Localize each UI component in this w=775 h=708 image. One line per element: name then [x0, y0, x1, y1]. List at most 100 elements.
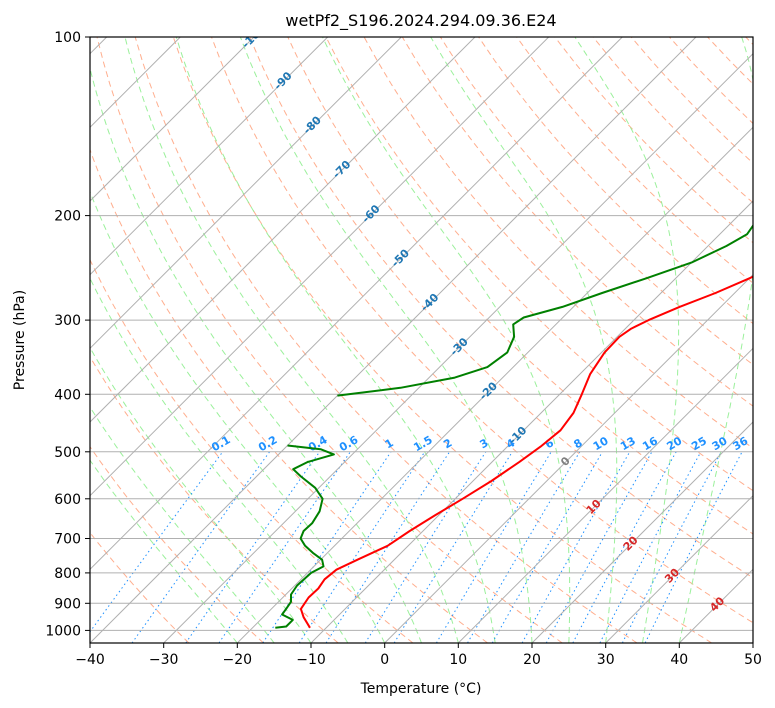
x-tick-label: −10	[296, 652, 326, 668]
mixing-ratio-line	[298, 451, 426, 643]
mixing-ratio-label: 8	[571, 436, 584, 451]
moist-adiabat-line	[90, 66, 422, 643]
mixing-ratio-label: 30	[710, 434, 730, 453]
mixing-ratio-line	[325, 451, 451, 643]
mixing-ratio-label: 16	[640, 434, 660, 453]
profile-series	[275, 223, 753, 629]
moist-adiabat-line	[90, 346, 312, 643]
isotherm-line	[163, 52, 753, 643]
mixing-ratio-line	[572, 451, 677, 643]
dry-adiabat-line	[325, 37, 753, 492]
mixing-ratio-label: 0.6	[337, 433, 361, 454]
mixing-ratio-label: 1	[383, 436, 396, 451]
chart-title: wetPf2_S196.2024.294.09.36.E24	[285, 11, 556, 31]
isobar-grid	[90, 37, 753, 631]
isotherm-grid	[90, 37, 753, 643]
dry-adiabat-line	[554, 37, 753, 244]
x-axis: −40 −30 −20 −10 0 10 20 30 40 50	[75, 643, 762, 668]
dry-adiabats	[90, 37, 753, 643]
dry-adiabat-line	[287, 37, 753, 535]
mixing-ratio-label: 0.1	[209, 433, 232, 454]
mixing-ratio-line	[435, 451, 552, 643]
y-tick-label: 600	[54, 492, 81, 508]
y-tick-label: 300	[54, 313, 81, 329]
isotherm-line	[90, 37, 329, 276]
dry-adiabat-line	[249, 37, 753, 579]
dry-adiabat-line	[516, 37, 753, 284]
dry-adiabat-line	[439, 37, 753, 366]
mixing-ratio-line	[599, 451, 702, 643]
temperature-line	[299, 275, 753, 629]
isotherm-line	[90, 37, 476, 423]
moist-adiabat-line	[574, 37, 680, 643]
dry-adiabat-line	[478, 37, 753, 325]
x-tick-label: 0	[380, 652, 389, 668]
mixing-ratio-label: 10	[591, 434, 611, 453]
y-tick-label: 400	[54, 387, 81, 403]
mixing-ratio-line	[393, 451, 513, 643]
plot-frame	[89, 36, 754, 644]
y-tick-label: 700	[54, 532, 81, 548]
y-tick-label: 200	[54, 209, 81, 225]
moist-adiabat-line	[90, 190, 386, 643]
dry-adiabat-line	[90, 531, 190, 643]
plot-area: 0.1 0.2 0.4 0.6 1 1.5 2 3 4 6 8 10 13 16 20 25 30 36-100-…	[90, 37, 753, 643]
x-axis-label: Temperature (°C)	[360, 681, 482, 697]
isotherm-line	[90, 37, 402, 350]
dry-adiabat-line	[669, 37, 753, 125]
moist-adiabat-line	[90, 277, 349, 643]
moist-adiabats	[90, 37, 753, 643]
dry-adiabat-line	[707, 37, 753, 85]
x-tick-label: 10	[449, 652, 467, 668]
dry-adiabat-line	[90, 355, 339, 643]
y-tick-label: 1000	[45, 623, 81, 639]
y-tick-label: 800	[54, 566, 81, 582]
mixing-ratio-label: 25	[689, 434, 709, 453]
moist-adiabat-line	[90, 459, 238, 643]
mixing-ratio-lines	[90, 451, 743, 643]
isotherm-line	[90, 37, 623, 571]
x-tick-label: 20	[523, 652, 541, 668]
y-axis: 1000 900 800 700 600 500 400 300 200 100	[45, 30, 90, 639]
x-tick-label: −40	[75, 652, 105, 668]
x-tick-label: 50	[744, 652, 762, 668]
mixing-ratio-line	[364, 451, 487, 643]
line-labels: 0.1 0.2 0.4 0.6 1 1.5 2 3 4 6 8 10 13 16 20 25 30 36-100-…	[209, 37, 750, 614]
isotherm-line	[531, 421, 753, 643]
mixing-ratio-line	[90, 451, 224, 633]
mixing-ratio-line	[131, 451, 271, 643]
y-tick-label: 100	[54, 30, 81, 46]
isotherm-line	[605, 494, 753, 643]
mixing-ratio-line	[521, 451, 631, 643]
moist-adiabat-line	[430, 37, 618, 643]
isotherm-line	[90, 37, 255, 202]
y-tick-label: 900	[54, 596, 81, 612]
moist-adiabat-line	[239, 37, 533, 643]
mixing-ratio-label: 0.2	[256, 433, 279, 454]
moist-adiabat-line	[124, 37, 459, 643]
isotherm-line	[752, 642, 753, 643]
dry-adiabat-line	[90, 258, 414, 643]
isotherm-label: 30	[662, 565, 682, 585]
moist-adiabat-line	[90, 406, 275, 643]
isotherm-line	[310, 200, 753, 643]
y-axis-label: Pressure (hPa)	[12, 290, 28, 390]
x-tick-label: 40	[670, 652, 688, 668]
mixing-ratio-label: 13	[618, 434, 638, 453]
isotherm-line	[457, 347, 753, 643]
x-tick-label: 30	[597, 652, 615, 668]
y-tick-label: 500	[54, 445, 81, 461]
dewpoint-line	[275, 444, 335, 629]
dry-adiabat-line	[90, 445, 264, 643]
mixing-ratio-label: 20	[665, 434, 685, 453]
isotherm-line	[90, 37, 697, 643]
x-tick-label: −30	[149, 652, 179, 668]
moist-adiabat-line	[322, 37, 571, 643]
mixing-ratio-line	[467, 451, 581, 643]
dry-adiabat-line	[745, 37, 753, 46]
isotherm-line	[384, 273, 753, 643]
mixing-ratio-line	[644, 451, 743, 643]
mixing-ratio-label: 36	[730, 434, 750, 453]
isotherm-line	[678, 568, 753, 643]
dry-adiabat-line	[211, 37, 753, 624]
